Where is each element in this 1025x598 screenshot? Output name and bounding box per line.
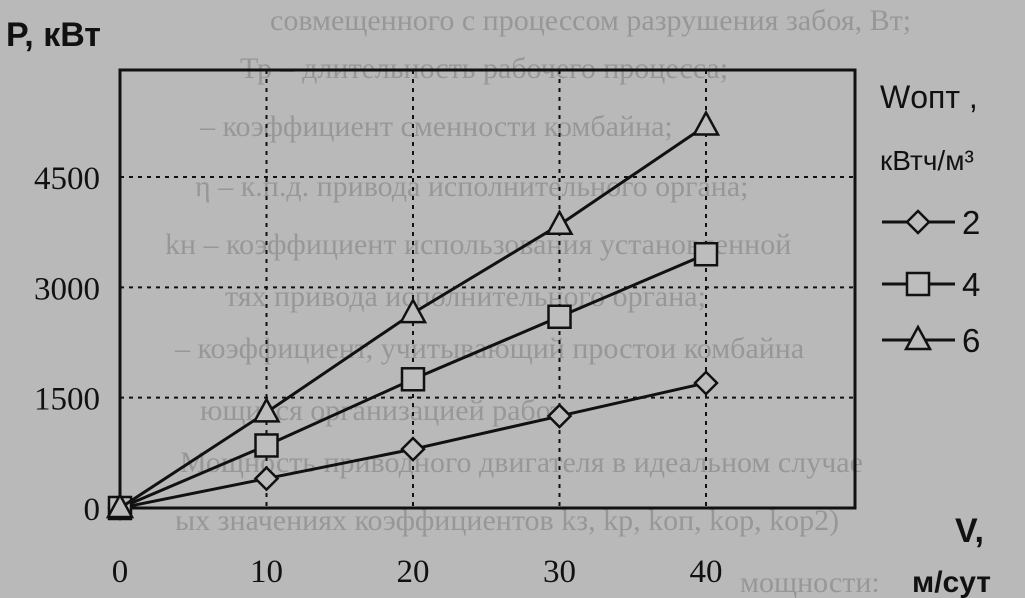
legend-label: 4 bbox=[962, 266, 980, 303]
data-point-triangle bbox=[252, 396, 281, 423]
data-point-square bbox=[693, 241, 719, 267]
data-point-triangle bbox=[398, 297, 428, 324]
legend-title-line2: кВтч/м³ bbox=[880, 145, 974, 176]
legend: Wопт , кВтч/м³ 2 4 6 bbox=[880, 79, 980, 359]
grid bbox=[120, 70, 855, 508]
data-point-triangle bbox=[691, 109, 721, 136]
data-point-triangle bbox=[545, 209, 574, 236]
background-text-line: kн – коэффициент использования установле… bbox=[165, 228, 791, 261]
x-tick-label: 20 bbox=[397, 554, 430, 590]
y-tick-label: 1500 bbox=[34, 382, 100, 418]
legend-entry: 4 bbox=[882, 266, 980, 303]
data-point-diamond bbox=[546, 403, 573, 429]
data-point-triangle bbox=[105, 492, 135, 519]
data-point-square bbox=[547, 304, 572, 330]
legend-entry: 6 bbox=[882, 322, 980, 359]
x-tick-label: 40 bbox=[690, 554, 723, 590]
legend-title-line1: Wопт , bbox=[880, 79, 978, 115]
y-tick-label: 4500 bbox=[34, 161, 100, 197]
x-axis-title-line1: V, bbox=[955, 512, 984, 550]
legend-marker-triangle bbox=[903, 324, 933, 351]
x-tick-label: 0 bbox=[112, 554, 129, 590]
legend-marker-square bbox=[905, 271, 931, 297]
background-text-line: тях привода исполнительного органа; bbox=[225, 280, 706, 313]
background-text-line: – коэффициент сменности комбайна; bbox=[199, 110, 673, 143]
legend-label: 2 bbox=[962, 204, 980, 241]
y-tick-label: 0 bbox=[84, 492, 101, 528]
background-text-line: η – к.п.д. привода исполнительного орган… bbox=[195, 170, 749, 203]
legend-label: 6 bbox=[962, 322, 980, 359]
y-axis-title: P, кВт bbox=[6, 16, 101, 54]
x-tick-label: 10 bbox=[250, 554, 283, 590]
legend-entries: 2 4 6 bbox=[882, 204, 980, 359]
series-square bbox=[107, 241, 719, 521]
x-axis-title-line2: м/сут bbox=[912, 566, 991, 598]
data-point-diamond bbox=[400, 436, 426, 462]
series-triangle bbox=[105, 109, 721, 519]
legend-entry: 2 bbox=[882, 204, 980, 241]
data-point-square bbox=[400, 367, 426, 392]
data-point-diamond bbox=[253, 465, 280, 492]
background-text-line: мощности: bbox=[740, 566, 880, 598]
tick-labels: 0 10 20 30 40 0 1500 3000 4500 bbox=[34, 161, 723, 590]
plot-frame bbox=[118, 68, 857, 510]
data-point-square bbox=[254, 433, 279, 458]
data-point-diamond bbox=[693, 370, 719, 396]
background-page-text: совмещенного с процессом разрушения забо… bbox=[165, 4, 911, 598]
y-tick-label: 3000 bbox=[34, 271, 100, 307]
background-text-line: совмещенного с процессом разрушения забо… bbox=[270, 4, 911, 37]
x-tick-label: 30 bbox=[543, 554, 576, 590]
legend-marker-diamond bbox=[905, 209, 931, 235]
series-layer bbox=[105, 109, 721, 521]
background-text-line: – коэффициент, учитывающий простои комба… bbox=[174, 332, 804, 365]
